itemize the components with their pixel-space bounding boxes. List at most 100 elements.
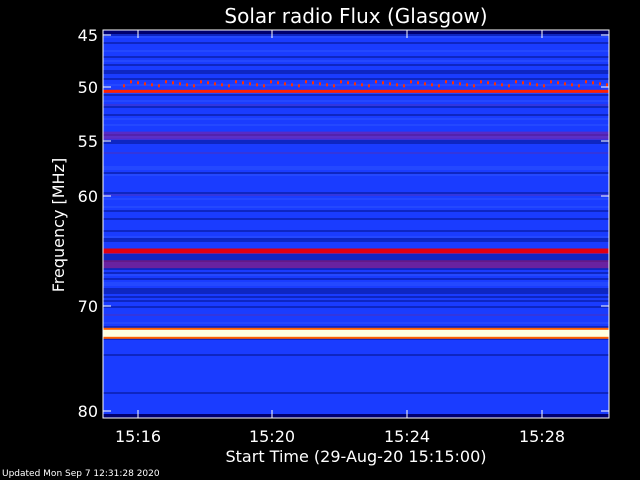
noise-stripe xyxy=(103,92,609,94)
burst-dot xyxy=(368,84,370,88)
burst-dot xyxy=(298,84,300,88)
burst-dot xyxy=(592,81,594,85)
emission-band xyxy=(103,131,609,140)
emission-band xyxy=(103,248,609,254)
burst-dot xyxy=(459,82,461,86)
noise-stripe xyxy=(103,392,609,394)
y-tick-label: 45 xyxy=(78,26,98,45)
noise-stripe xyxy=(103,60,609,62)
burst-dot xyxy=(354,82,356,86)
burst-dot xyxy=(284,82,286,86)
burst-dot xyxy=(144,82,146,86)
noise-stripe xyxy=(103,314,609,316)
burst-dot xyxy=(487,81,489,85)
burst-dot xyxy=(193,84,195,88)
noise-stripe xyxy=(103,70,609,72)
edge-band xyxy=(103,414,609,418)
x-tick-label: 15:24 xyxy=(384,427,430,446)
burst-dot xyxy=(578,84,580,88)
noise-stripe xyxy=(103,64,609,66)
burst-dot xyxy=(361,83,363,87)
burst-dot xyxy=(550,80,552,84)
burst-dot xyxy=(319,82,321,86)
emission-band xyxy=(103,89,609,93)
burst-dot xyxy=(221,83,223,87)
burst-dot xyxy=(179,82,181,86)
noise-stripe xyxy=(103,268,609,270)
plot-frame xyxy=(102,29,610,419)
noise-stripe xyxy=(103,238,609,240)
noise-stripe xyxy=(103,106,609,108)
burst-dot xyxy=(123,84,125,88)
burst-dot xyxy=(291,83,293,87)
burst-dot xyxy=(340,80,342,84)
burst-dot xyxy=(473,84,475,88)
burst-dot xyxy=(438,84,440,88)
burst-dot xyxy=(186,83,188,87)
y-tick-label: 70 xyxy=(78,297,98,316)
noise-stripe xyxy=(103,118,609,120)
burst-dot xyxy=(256,83,258,87)
burst-dot xyxy=(158,84,160,88)
burst-dot xyxy=(480,80,482,84)
burst-dot xyxy=(515,80,517,84)
noise-stripe xyxy=(103,338,609,340)
burst-dot xyxy=(571,83,573,87)
noise-stripe xyxy=(103,210,609,212)
noise-stripe xyxy=(103,278,609,280)
noise-stripe xyxy=(103,194,609,196)
chart-title: Solar radio Flux (Glasgow) xyxy=(224,4,487,28)
y-tick-label: 80 xyxy=(78,402,98,421)
burst-dot xyxy=(277,81,279,85)
burst-dot xyxy=(347,81,349,85)
burst-dot xyxy=(543,84,545,88)
noise-stripe xyxy=(103,230,609,232)
noise-stripe xyxy=(103,152,609,154)
burst-dot xyxy=(130,80,132,84)
noise-stripe xyxy=(103,236,609,238)
burst-dot xyxy=(529,82,531,86)
burst-dot xyxy=(522,81,524,85)
burst-dot xyxy=(501,83,503,87)
y-tick-label: 60 xyxy=(78,187,98,206)
burst-dot xyxy=(396,83,398,87)
axes: 45 50 55 60 70 80 15:16 15:20 15:24 15:28 xyxy=(78,26,610,446)
updated-timestamp: Updated Mon Sep 7 12:31:28 2020 xyxy=(2,469,160,479)
noise-stripe xyxy=(103,198,609,200)
noise-stripe xyxy=(103,72,609,74)
y-tick-label: 55 xyxy=(78,132,98,151)
burst-dot xyxy=(557,81,559,85)
noise-stripe xyxy=(103,174,609,176)
burst-dot xyxy=(172,81,174,85)
noise-stripe xyxy=(103,172,609,174)
burst-dot xyxy=(599,82,601,86)
noise-stripe xyxy=(103,56,609,58)
burst-dot xyxy=(326,83,328,87)
burst-dot xyxy=(214,82,216,86)
burst-dot xyxy=(508,84,510,88)
burst-dot xyxy=(382,81,384,85)
noise-stripe xyxy=(103,50,609,52)
noise-stripe xyxy=(103,104,609,106)
noise-stripe xyxy=(103,36,609,38)
noise-stripe xyxy=(103,282,609,284)
burst-dot xyxy=(375,80,377,84)
noise-stripe xyxy=(103,300,609,302)
noise-stripe xyxy=(103,240,609,242)
burst-dot xyxy=(305,80,307,84)
noise-stripe xyxy=(103,274,609,276)
edge-band xyxy=(103,30,609,34)
noise-stripe xyxy=(103,292,609,294)
noise-stripe xyxy=(103,306,609,308)
noise-stripe xyxy=(103,42,609,44)
noise-stripe xyxy=(103,168,609,170)
noise-stripe xyxy=(103,272,609,274)
noise-stripe xyxy=(103,218,609,220)
burst-dot xyxy=(424,82,426,86)
burst-dot xyxy=(417,81,419,85)
burst-dot xyxy=(431,83,433,87)
burst-dot xyxy=(389,82,391,86)
noise-stripe xyxy=(103,114,609,116)
noise-stripe xyxy=(103,100,609,102)
